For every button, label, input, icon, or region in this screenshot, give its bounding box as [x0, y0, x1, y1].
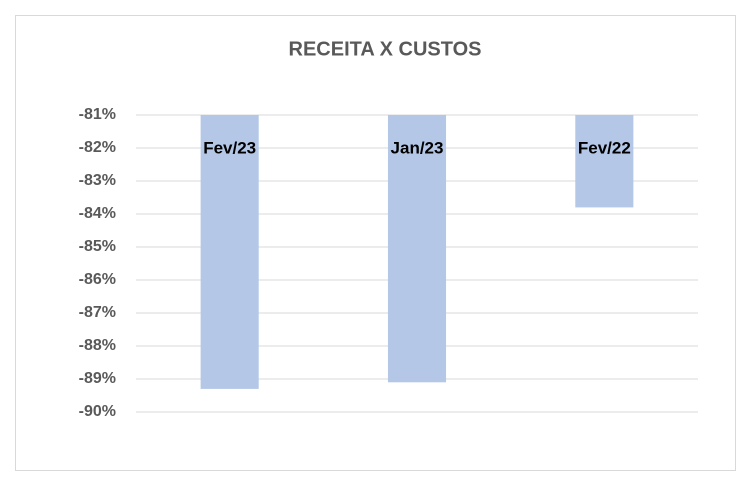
y-tick-label: -89% — [79, 370, 116, 387]
y-tick-label: -86% — [79, 271, 116, 288]
y-tick-label: -82% — [79, 139, 116, 156]
chart-frame — [15, 15, 736, 471]
y-tick-label: -85% — [79, 238, 116, 255]
category-label: Jan/23 — [391, 138, 444, 157]
y-tick-label: -87% — [79, 304, 116, 321]
category-label: Fev/23 — [203, 138, 256, 157]
y-tick-label: -90% — [79, 403, 116, 420]
chart-title: RECEITA X CUSTOS — [289, 38, 482, 60]
y-tick-label: -84% — [79, 205, 116, 222]
y-tick-label: -81% — [79, 106, 116, 123]
bar — [200, 115, 259, 389]
category-label: Fev/22 — [578, 138, 631, 157]
y-tick-label: -88% — [79, 337, 116, 354]
bar — [575, 115, 634, 208]
y-tick-label: -83% — [79, 172, 116, 189]
bar — [387, 115, 447, 383]
